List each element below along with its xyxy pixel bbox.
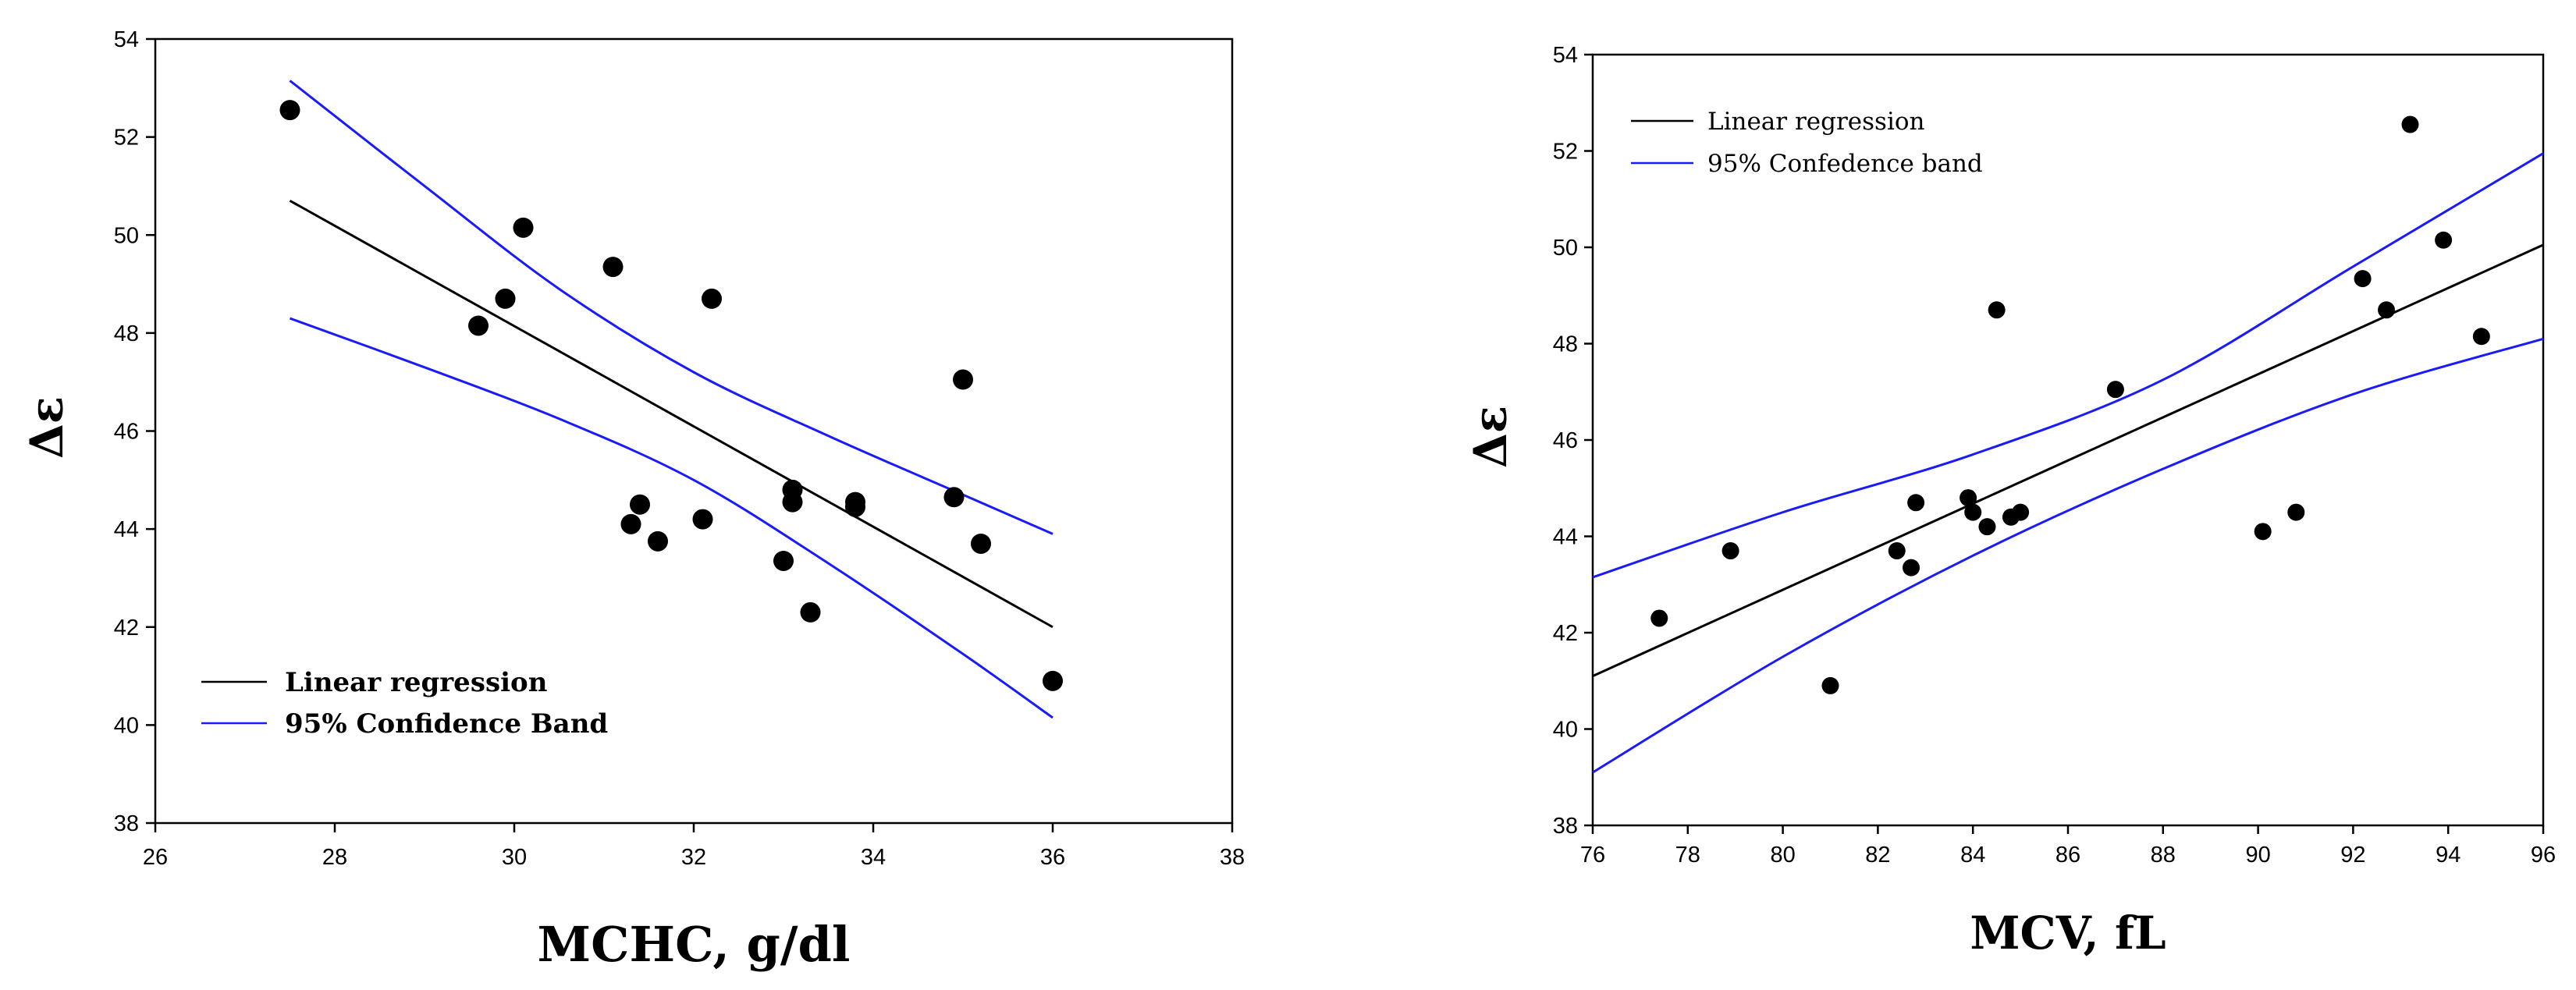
x-tick-label: 84 [1960,843,1985,868]
data-point [2254,523,2272,541]
data-point [1821,676,1839,694]
y-tick-label: 52 [114,126,139,151]
data-point [648,530,668,552]
data-point [782,491,803,513]
data-point [2012,503,2030,521]
data-point [1960,489,1977,507]
data-point [2472,328,2490,346]
data-point [1964,503,1982,521]
data-point [971,533,991,554]
y-axis-label: Δε [1464,406,1517,468]
data-point [953,369,973,390]
data-point [468,315,489,336]
data-point [630,494,650,515]
data-point [943,487,965,508]
x-tick-label: 30 [502,845,527,870]
y-tick-label: 42 [114,616,139,640]
y-tick-label: 44 [1553,525,1578,550]
x-tick-label: 90 [2245,843,2270,868]
legend-confidence-label: 95% Confedence band [1707,150,1983,178]
upper-confidence-band [289,80,1053,535]
lower-confidence-band [289,317,1053,719]
x-tick-label: 94 [2436,843,2461,868]
x-tick-label: 34 [861,845,886,870]
x-tick-label: 82 [1865,843,1890,868]
tick-group: 38 40 42 44 46 48 50 52 54 76 78 80 82 84 86 88 90 92 94 96 [1553,43,2556,868]
data-point [1650,609,1668,627]
data-point [1721,542,1739,560]
data-point [602,257,624,278]
y-axis-label: Δε [20,396,73,459]
y-tick-label: 44 [114,517,139,542]
y-tick-label: 40 [1553,718,1578,743]
y-tick-label: 46 [1553,428,1578,453]
data-point [692,509,713,530]
x-tick-label: 38 [1220,845,1245,870]
data-point [702,288,722,309]
data-point [495,288,516,309]
regression-line [1592,243,2544,677]
x-tick-label: 78 [1675,843,1700,868]
data-point [800,601,821,623]
regression-line [289,199,1053,629]
legend: Linear regression 95% Confedence band [1631,108,1983,178]
y-tick-label: 50 [1553,236,1578,261]
y-tick-label: 40 [114,713,139,738]
data-point [1988,301,2006,319]
data-point [2378,301,2396,319]
data-point [620,513,641,534]
y-tick-label: 46 [114,420,139,445]
y-tick-label: 54 [1553,43,1578,68]
curve-group [1592,152,2544,774]
x-tick-label: 88 [2151,843,2176,868]
data-point [1043,670,1063,691]
data-point [2287,503,2305,521]
y-tick-label: 54 [114,27,139,52]
x-tick-label: 86 [2055,843,2080,868]
y-tick-label: 50 [114,223,139,248]
data-point [2106,381,2124,399]
data-point [1903,559,1920,577]
lower-confidence-band [1592,337,2544,774]
x-tick-label: 28 [322,845,347,870]
x-tick-label: 26 [143,845,168,870]
y-tick-label: 38 [114,811,139,836]
data-point [513,217,534,238]
data-point [1978,518,1996,536]
x-tick-label: 96 [2531,843,2556,868]
data-point [773,550,794,571]
data-point [2435,231,2453,249]
x-tick-label: 92 [2340,843,2365,868]
curve-group [289,80,1053,719]
chart-mchc: 38 40 42 44 46 48 50 52 54 26 28 30 32 34 36 38 Δε MCHC… [20,27,1245,973]
x-tick-label: 32 [681,845,706,870]
data-point [1907,494,1925,512]
y-tick-label: 48 [114,321,139,346]
data-point [2401,115,2419,133]
chart-mcv: 38 40 42 44 46 48 50 52 54 76 78 80 82 84 86 88 90 92 94 96… [1464,43,2556,960]
legend-confidence-label: 95% Confidence Band [285,708,608,740]
data-point [1888,542,1906,560]
x-tick-label: 80 [1770,843,1795,868]
y-tick-label: 42 [1553,621,1578,646]
x-axis-label: MCV, fL [1970,907,2166,960]
tick-group: 38 40 42 44 46 48 50 52 54 26 28 30 32 34 36 38 [114,27,1245,870]
point-group [279,100,1063,691]
x-tick-label: 76 [1580,843,1605,868]
legend-regression-label: Linear regression [285,667,547,698]
y-tick-label: 38 [1553,814,1578,839]
y-tick-label: 52 [1553,140,1578,165]
data-point [2354,270,2372,288]
x-tick-label: 36 [1040,845,1065,870]
point-group [1650,115,2490,694]
upper-confidence-band [1592,152,2544,579]
plot-frame [154,37,1234,825]
data-point [845,496,865,517]
data-point [279,100,300,121]
legend-regression-label: Linear regression [1707,108,1925,136]
x-axis-label: MCHC, g/dl [538,916,851,973]
legend: Linear regression 95% Confidence Band [201,667,608,740]
y-tick-label: 48 [1553,332,1578,357]
